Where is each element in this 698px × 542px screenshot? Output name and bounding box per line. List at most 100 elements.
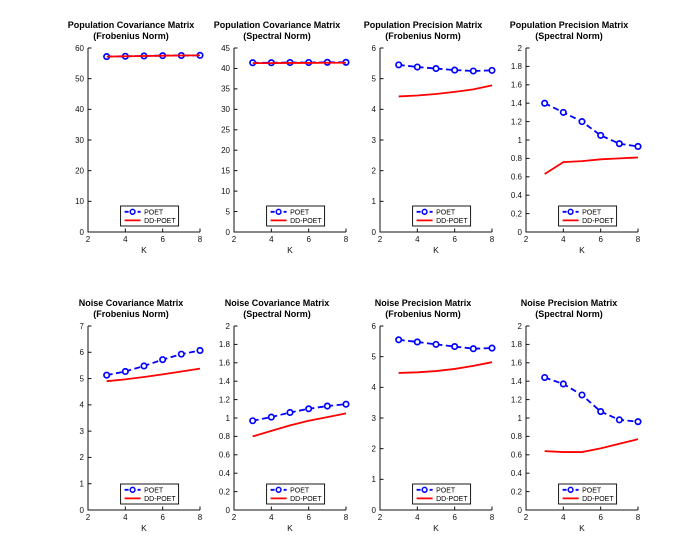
- x-axis-label: K: [433, 245, 439, 255]
- legend-sample-marker: [275, 208, 282, 215]
- y-tick-label: 1.4: [511, 99, 523, 108]
- subplot-row-population: Population Covariance Matrix (Frobenius …: [58, 12, 642, 266]
- chart-title-line2: (Spectral Norm): [535, 309, 603, 319]
- y-tick-label: 0: [372, 228, 377, 237]
- axes: 0 1 2 3 4 5 6 2 4 6 8: [372, 322, 495, 522]
- axes: 0 0.2 0.4 0.6 0.8 1 1.2 1.4 1.6 1.8 2 2 4 6 8: [511, 44, 641, 244]
- y-tick-label: 5: [80, 374, 85, 383]
- legend-label: POET: [144, 209, 164, 216]
- x-tick-label: 6: [306, 513, 311, 522]
- x-tick-label: 6: [598, 513, 603, 522]
- subplot-pop-prec-frobenius: Population Precision Matrix (Frobenius N…: [350, 12, 496, 266]
- y-tick-label: 2: [226, 322, 231, 331]
- chart-title-line1: Population Covariance Matrix: [213, 20, 341, 30]
- y-tick-label: 30: [75, 136, 84, 145]
- y-tick-label: 0.8: [511, 432, 523, 441]
- y-tick-label: 0.8: [219, 432, 231, 441]
- legend: POET DD-POET: [266, 483, 326, 505]
- axes: 0 10 20 30 40 50 60 2 4 6 8: [75, 44, 203, 244]
- legend-sample-marker: [567, 208, 574, 215]
- y-tick-label: 6: [372, 44, 377, 53]
- chart-title-line2: (Frobenius Norm): [385, 31, 461, 41]
- y-tick-label: 1.8: [219, 340, 231, 349]
- subplot-noise-prec-frobenius: Noise Precision Matrix (Frobenius Norm) …: [350, 290, 496, 542]
- chart-title: Population Covariance Matrix (Spectral N…: [204, 12, 350, 42]
- x-tick-label: 8: [490, 513, 495, 522]
- x-tick-label: 4: [561, 513, 566, 522]
- poet-markers: [395, 336, 496, 353]
- y-tick-label: 1: [372, 197, 377, 206]
- x-tick-label: 4: [561, 235, 566, 244]
- legend: POET DD-POET: [266, 205, 326, 227]
- axes: 0 1 2 3 4 5 6 2 4 6 8: [372, 44, 495, 244]
- chart-title-line2: (Spectral Norm): [243, 31, 311, 41]
- plot-canvas: 0 0.2 0.4 0.6 0.8 1 1.2 1.4 1.6 1.8 2 2 4 6 8 K POET DD-P…: [511, 44, 642, 255]
- y-tick-label: 2: [372, 444, 377, 453]
- y-tick-label: 0.2: [511, 209, 523, 218]
- x-axis-label: K: [287, 523, 293, 533]
- y-tick-label: 10: [75, 197, 84, 206]
- chart-title-line1: Population Precision Matrix: [509, 20, 629, 30]
- plot-canvas: 0 1 2 3 4 5 6 7 2 4 6 8 K POET DD-POET: [80, 322, 204, 533]
- x-tick-label: 4: [269, 235, 274, 244]
- y-tick-label: 25: [221, 126, 230, 135]
- y-tick-label: 1: [518, 414, 523, 423]
- legend-label: POET: [582, 487, 602, 494]
- legend-sample-marker: [567, 486, 574, 493]
- axes: 0 0.2 0.4 0.6 0.8 1 1.2 1.4 1.6 1.8 2 2 4 6 8: [219, 322, 349, 522]
- poet-line: [544, 376, 639, 423]
- legend-label: DD-POET: [290, 218, 322, 225]
- legend: POET DD-POET: [558, 205, 618, 227]
- legend-label: POET: [582, 209, 602, 216]
- y-tick-label: 0.6: [219, 451, 231, 460]
- y-tick-label: 20: [221, 146, 230, 155]
- y-tick-label: 1: [226, 414, 231, 423]
- x-tick-label: 8: [344, 235, 349, 244]
- chart-title-line1: Noise Covariance Matrix: [224, 298, 330, 308]
- x-tick-label: 2: [378, 513, 383, 522]
- y-tick-label: 0: [226, 506, 231, 515]
- x-tick-label: 2: [232, 235, 237, 244]
- chart-title: Population Precision Matrix (Spectral No…: [496, 12, 642, 42]
- x-tick-label: 6: [160, 513, 165, 522]
- y-tick-label: 2: [518, 322, 523, 331]
- plot-canvas: 0 1 2 3 4 5 6 2 4 6 8 K POET DD-POET: [372, 322, 496, 533]
- y-tick-label: 30: [221, 105, 230, 114]
- x-axis-label: K: [141, 523, 147, 533]
- x-tick-label: 4: [123, 235, 128, 244]
- legend-sample-marker: [129, 486, 136, 493]
- x-tick-label: 8: [636, 513, 641, 522]
- axes: 0 5 10 15 20 25 30 35 40 45 2 4 6 8: [221, 44, 349, 244]
- legend-label: DD-POET: [290, 496, 322, 503]
- x-tick-label: 2: [378, 235, 383, 244]
- x-tick-label: 4: [123, 513, 128, 522]
- dd-poet-line: [398, 361, 493, 374]
- y-tick-label: 2: [372, 166, 377, 175]
- chart-title-line1: Population Covariance Matrix: [67, 20, 195, 30]
- x-tick-label: 6: [306, 235, 311, 244]
- y-tick-label: 2: [80, 453, 85, 462]
- y-tick-label: 1: [372, 475, 377, 484]
- y-tick-label: 1.4: [219, 377, 231, 386]
- y-tick-label: 1.2: [511, 395, 523, 404]
- dd-poet-line: [544, 438, 639, 453]
- x-tick-label: 2: [524, 235, 529, 244]
- x-tick-label: 8: [344, 513, 349, 522]
- poet-line: [398, 338, 493, 350]
- y-tick-label: 35: [221, 85, 230, 94]
- y-tick-label: 50: [75, 74, 84, 83]
- y-tick-label: 40: [221, 64, 230, 73]
- x-tick-label: 6: [160, 235, 165, 244]
- legend: POET DD-POET: [412, 483, 472, 505]
- legend-label: DD-POET: [144, 496, 176, 503]
- legend-label: DD-POET: [144, 218, 176, 225]
- legend-label: DD-POET: [582, 218, 614, 225]
- subplot-noise-cov-frobenius: Noise Covariance Matrix (Frobenius Norm)…: [58, 290, 204, 542]
- axes: 0 1 2 3 4 5 6 7 2 4 6 8: [80, 322, 203, 522]
- y-tick-label: 4: [372, 383, 377, 392]
- y-tick-label: 0.2: [511, 487, 523, 496]
- y-tick-label: 0.2: [219, 487, 231, 496]
- poet-markers: [541, 373, 642, 426]
- legend-label: POET: [144, 487, 164, 494]
